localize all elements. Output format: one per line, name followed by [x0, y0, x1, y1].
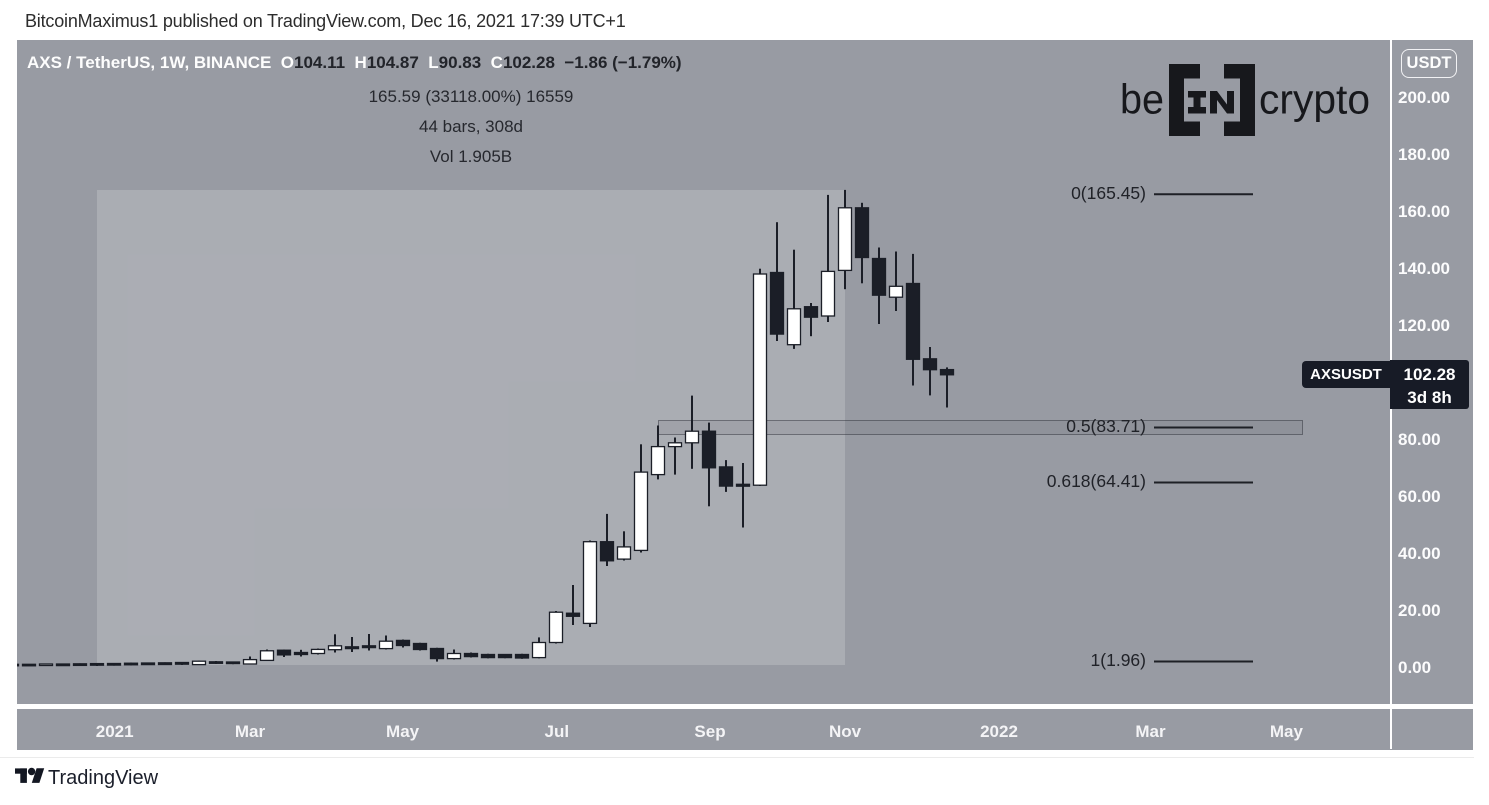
- svg-text:be: be: [1120, 76, 1164, 123]
- svg-text:crypto: crypto: [1259, 76, 1370, 123]
